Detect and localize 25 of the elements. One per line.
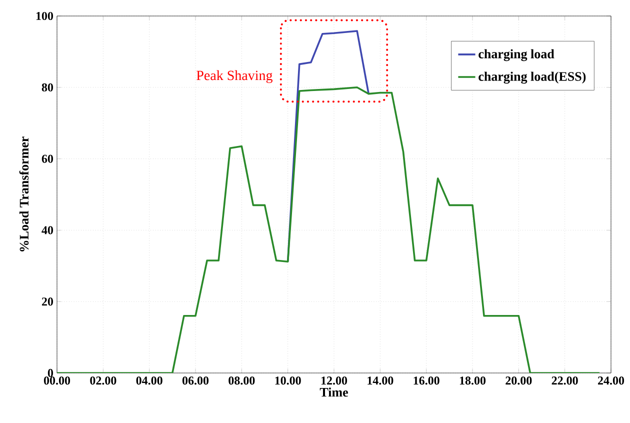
annotation: Peak Shaving [196,70,272,84]
x-tick-label: 08.00 [228,376,255,385]
x-tick-label: 06.00 [182,376,209,385]
line-series [57,86,600,373]
x-tick-label: 12.00 [321,376,348,385]
x-tick-label: 02.00 [90,376,116,385]
y-tick-label: 20 [42,298,54,306]
y-tick-label: 100 [36,12,54,20]
legend-label: charging load(ESS) [478,72,586,84]
x-tick-label: 00.00 [44,376,70,385]
y-axis-title: %Load Transformer [19,136,29,252]
x-axis-title: Time [320,388,348,397]
y-tick-label: 60 [42,154,54,163]
y-tick-label: 40 [42,226,54,234]
x-tick-label: 10.00 [275,376,301,385]
x-tick-label: 24.00 [598,376,624,385]
x-tick-label: 04.00 [136,376,162,385]
y-tick-label: 0 [48,368,54,378]
x-tick-label: 18.00 [460,376,486,385]
x-tick-label: 16.00 [414,376,440,385]
y-tick-label: 80 [42,83,54,92]
x-tick-label: 14.00 [368,376,394,385]
x-tick-label: 22.00 [552,376,578,385]
legend-label: charging load [478,49,554,62]
x-tick-label: 20.00 [506,376,532,385]
